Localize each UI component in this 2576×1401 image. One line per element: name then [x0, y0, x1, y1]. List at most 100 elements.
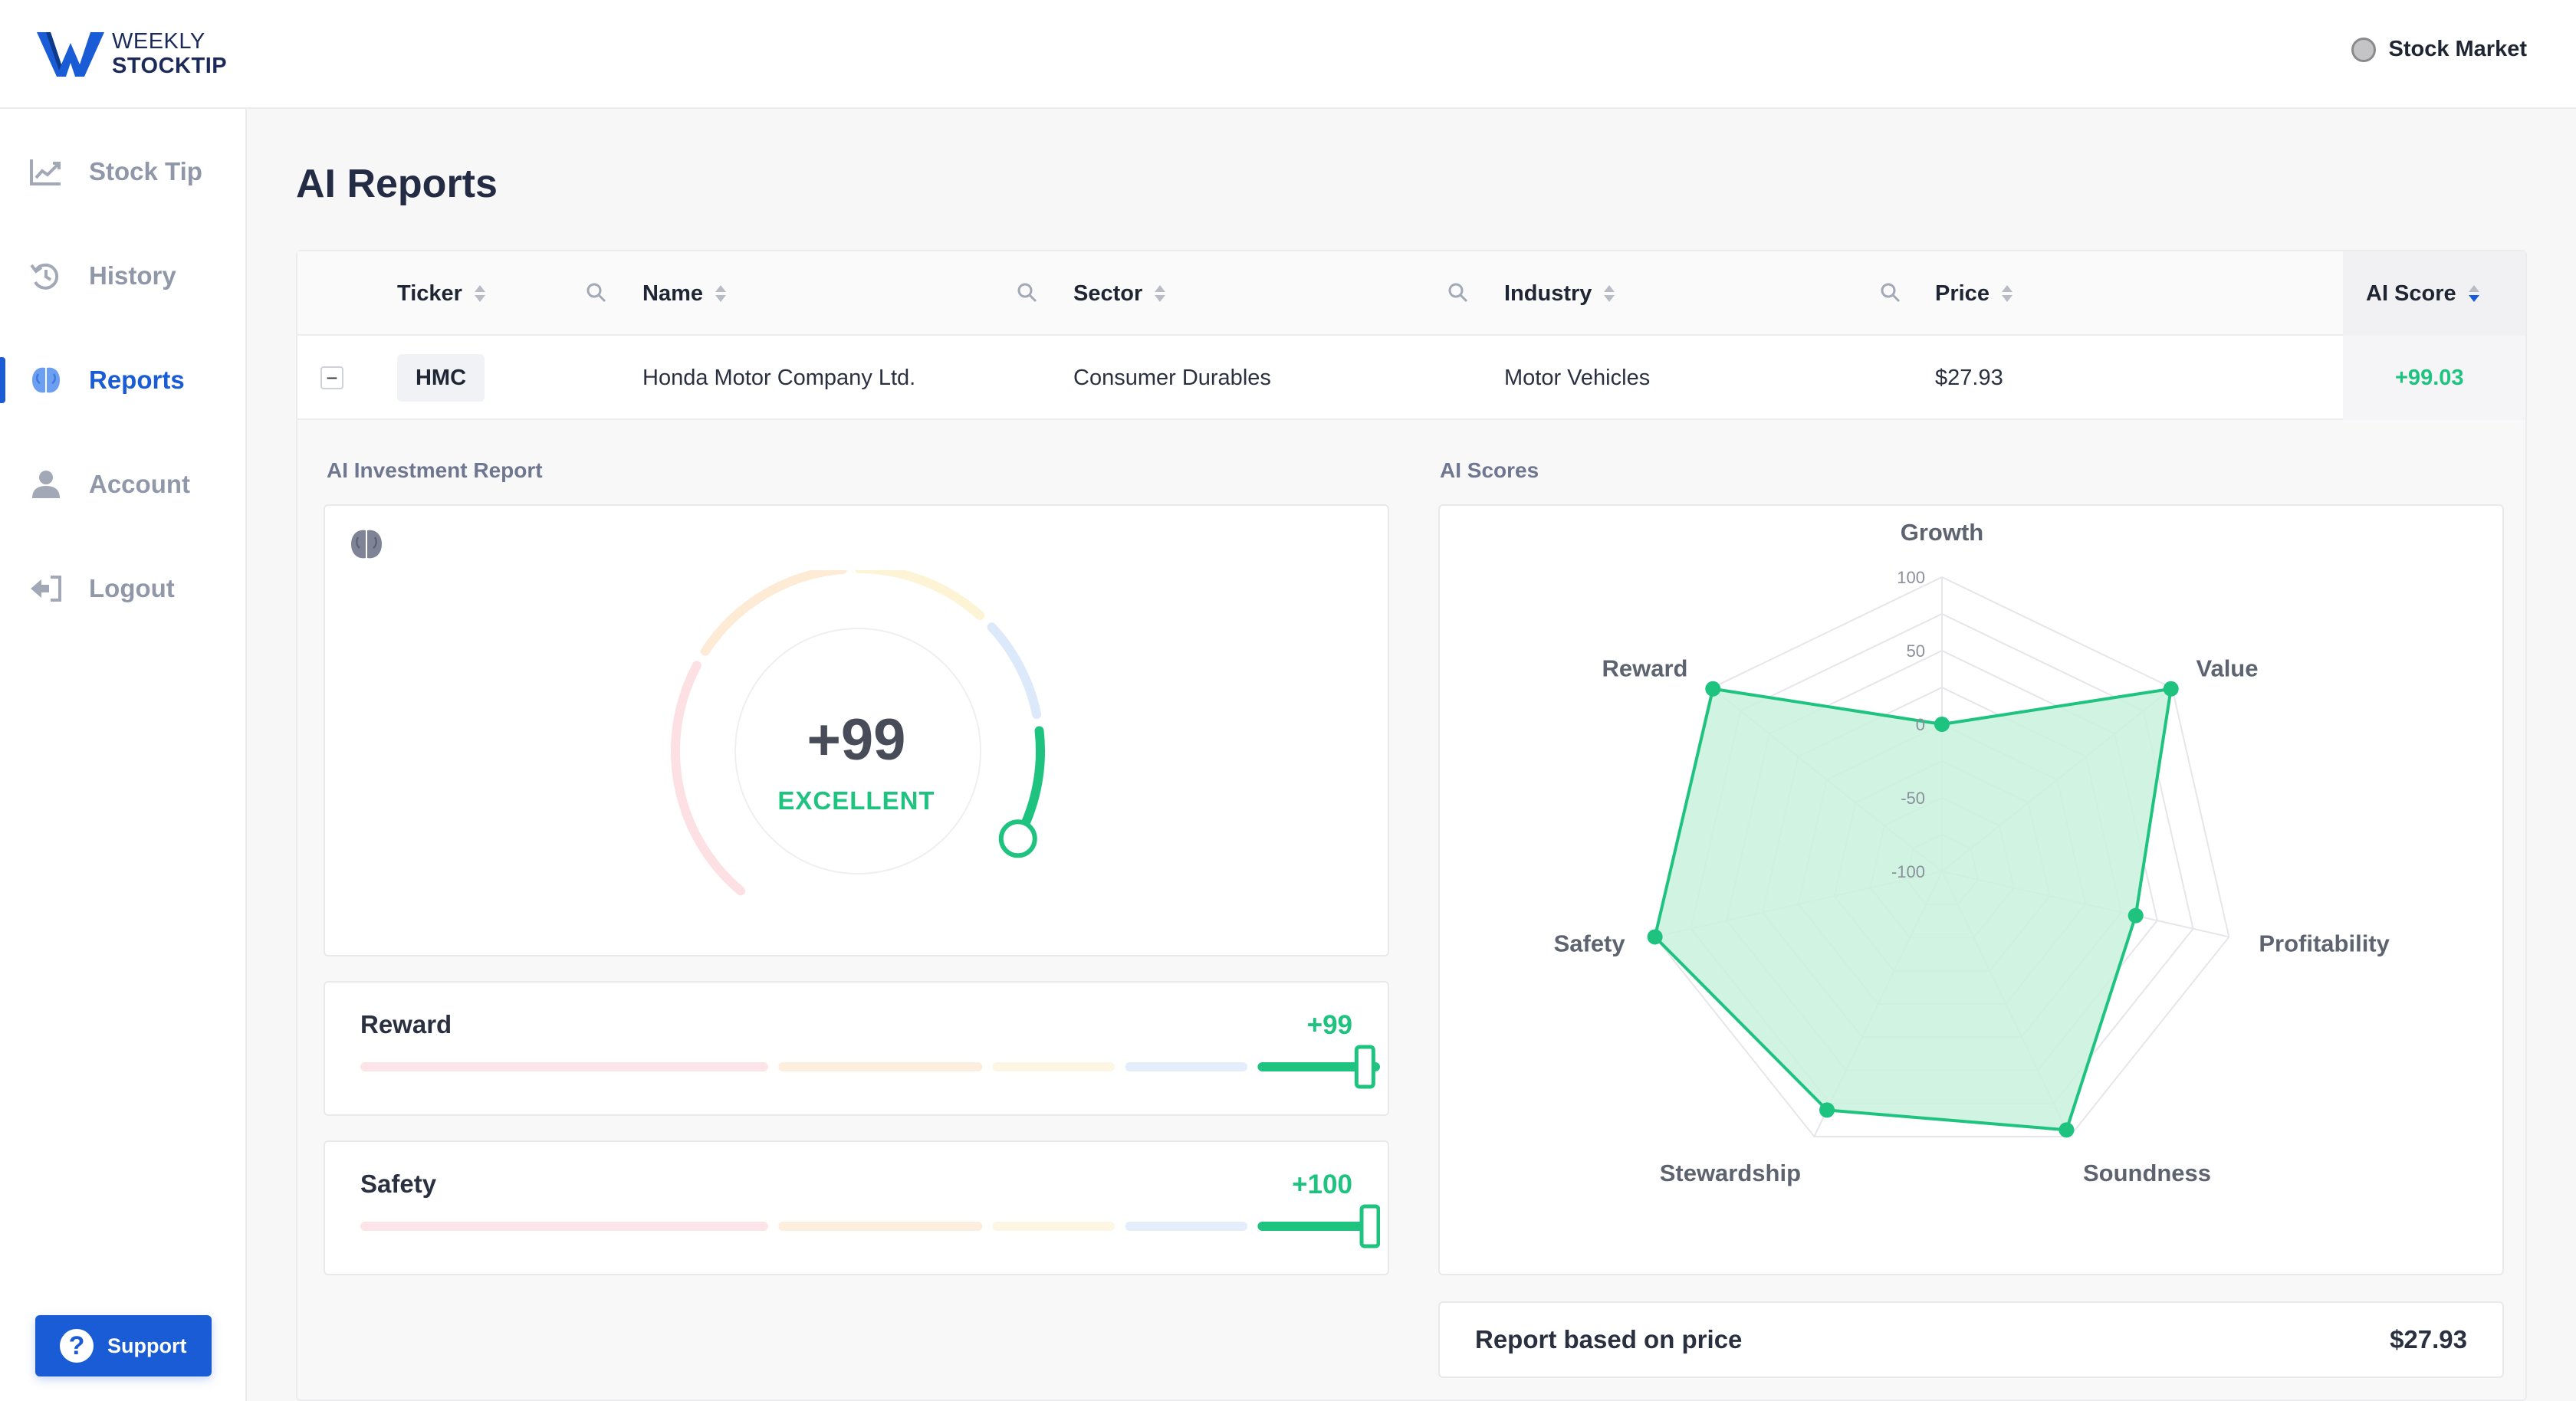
level-segment — [1125, 1222, 1248, 1231]
sidebar-item-stock-tip[interactable]: Stock Tip — [0, 141, 245, 202]
radar-chart: 100 50 0 -50 -100 Growth Value Profitability Sou… — [1554, 519, 2390, 1186]
radar-point — [1819, 1102, 1835, 1118]
metric-value-reward: +99 — [1306, 1010, 1352, 1040]
level-segment — [1125, 1062, 1248, 1071]
cell-name: Honda Motor Company Ltd. — [642, 365, 916, 390]
chart-line-icon — [30, 159, 61, 185]
level-segment — [778, 1222, 983, 1231]
brand-logo[interactable]: WEEKLY STOCKTIP — [35, 28, 227, 80]
column-header-price[interactable]: Price — [1935, 251, 2013, 336]
sidebar-item-logout[interactable]: Logout — [0, 558, 245, 619]
history-icon — [30, 263, 59, 290]
column-header-sector[interactable]: Sector — [1073, 251, 1166, 336]
search-icon[interactable] — [586, 282, 607, 303]
level-segment — [778, 1062, 983, 1071]
score-gauge — [671, 570, 1045, 896]
ai-gauge-panel: +99 EXCELLENT — [324, 504, 1389, 956]
radar-point — [1705, 681, 1721, 697]
safety-level-bar — [360, 1204, 1380, 1248]
ticker-badge[interactable]: HMC — [397, 354, 485, 402]
ai-scores-label: AI Scores — [1440, 458, 1539, 482]
support-button-label: Support — [107, 1334, 187, 1357]
ai-scores-radar-panel: 100 50 0 -50 -100 Growth Value Profitability Sou… — [1438, 504, 2504, 1275]
sidebar-item-label: Account — [89, 470, 190, 498]
radar-point — [2128, 907, 2144, 924]
gauge-indicator — [998, 819, 1037, 858]
radar-point — [2163, 681, 2179, 697]
level-handle — [1354, 1045, 1375, 1089]
radar-point — [1934, 717, 1950, 732]
search-icon[interactable] — [1447, 282, 1469, 303]
gauge-segment-poor — [671, 661, 746, 896]
search-icon[interactable] — [1880, 282, 1901, 303]
market-status-label: Stock Market — [2388, 37, 2527, 61]
sidebar-item-label: Stock Tip — [89, 157, 202, 185]
search-icon[interactable] — [1017, 282, 1038, 303]
gauge-segment-good — [987, 622, 1042, 720]
column-header-name[interactable]: Name — [642, 251, 726, 336]
radar-axis-label: Stewardship — [1660, 1160, 1801, 1186]
brain-icon — [351, 530, 382, 559]
level-segment — [1257, 1062, 1380, 1071]
reward-metric-card: Reward +99 — [324, 981, 1389, 1116]
report-price-card: Report based on price $27.93 — [1438, 1301, 2504, 1378]
radar-tick-label: -100 — [1891, 862, 1925, 881]
radar-axis-label: Safety — [1554, 930, 1626, 956]
collapse-row-button[interactable]: − — [320, 366, 343, 389]
cell-price: $27.93 — [1935, 365, 2003, 390]
investment-report-label: AI Investment Report — [327, 458, 543, 482]
sidebar-item-account[interactable]: Account — [0, 454, 245, 515]
gauge-segment-fair — [855, 570, 985, 621]
top-header: WEEKLY STOCKTIP Stock Market — [0, 0, 2576, 109]
level-segment — [992, 1062, 1116, 1071]
radar-tick-label: 0 — [1916, 715, 1925, 734]
sidebar-item-history[interactable]: History — [0, 245, 245, 307]
logo-w-icon — [37, 32, 104, 77]
radar-axis-label: Reward — [1602, 655, 1688, 682]
gauge-rating-label: EXCELLENT — [777, 786, 935, 815]
gauge-segment-weak — [700, 570, 847, 656]
market-status[interactable]: Stock Market — [2351, 37, 2527, 62]
sort-icon[interactable] — [1604, 284, 1615, 303]
sort-desc-icon[interactable] — [2468, 284, 2479, 303]
sort-icon[interactable] — [715, 284, 726, 303]
radar-axis-label: Value — [2196, 655, 2258, 682]
brain-icon — [32, 367, 60, 393]
gauge-score-value: +99 — [807, 707, 906, 773]
level-segment — [992, 1222, 1116, 1231]
sort-icon[interactable] — [1155, 284, 1166, 303]
level-segment — [1257, 1222, 1380, 1231]
report-price-label: Report based on price — [1475, 1325, 1743, 1353]
metric-name-reward: Reward — [360, 1010, 452, 1038]
sidebar-item-label: Logout — [89, 574, 175, 602]
sort-icon[interactable] — [474, 284, 485, 303]
support-button[interactable]: ? Support — [35, 1315, 212, 1376]
sort-icon[interactable] — [2001, 284, 2013, 303]
radar-tick-label: -50 — [1901, 789, 1925, 808]
cell-ai-score: +99.03 — [2395, 365, 2464, 390]
radar-point — [2058, 1122, 2075, 1138]
report-price-value: $27.93 — [2390, 1325, 2467, 1353]
reports-table: Ticker Name Sector Industry Price AI Sco… — [296, 250, 2527, 1401]
sidebar-item-reports[interactable]: Reports — [0, 349, 245, 411]
column-header-industry[interactable]: Industry — [1504, 251, 1615, 336]
radar-axis-label: Soundness — [2083, 1160, 2211, 1186]
radar-tick-label: 100 — [1897, 568, 1925, 587]
radar-tick-label: 50 — [1907, 641, 1925, 661]
user-icon — [32, 471, 60, 498]
radar-axis-label: Growth — [1901, 519, 1984, 546]
radar-point — [1647, 929, 1663, 945]
cell-industry: Motor Vehicles — [1504, 365, 1651, 390]
radar-axis-label: Profitability — [2259, 930, 2390, 956]
logout-icon — [31, 576, 61, 602]
reward-level-bar — [360, 1045, 1380, 1089]
brand-line2: STOCKTIP — [112, 54, 228, 78]
safety-metric-card: Safety +100 — [324, 1140, 1389, 1275]
radar-series-area — [1653, 687, 2174, 1132]
table-row[interactable]: − HMC Honda Motor Company Ltd. Consumer … — [297, 336, 2525, 420]
column-header-ticker[interactable]: Ticker — [397, 251, 485, 336]
level-handle — [1359, 1204, 1380, 1248]
sidebar: Stock Tip History Reports Account Logout — [0, 109, 247, 1401]
column-header-ai-score[interactable]: AI Score — [2366, 251, 2479, 336]
level-segment — [360, 1222, 768, 1231]
